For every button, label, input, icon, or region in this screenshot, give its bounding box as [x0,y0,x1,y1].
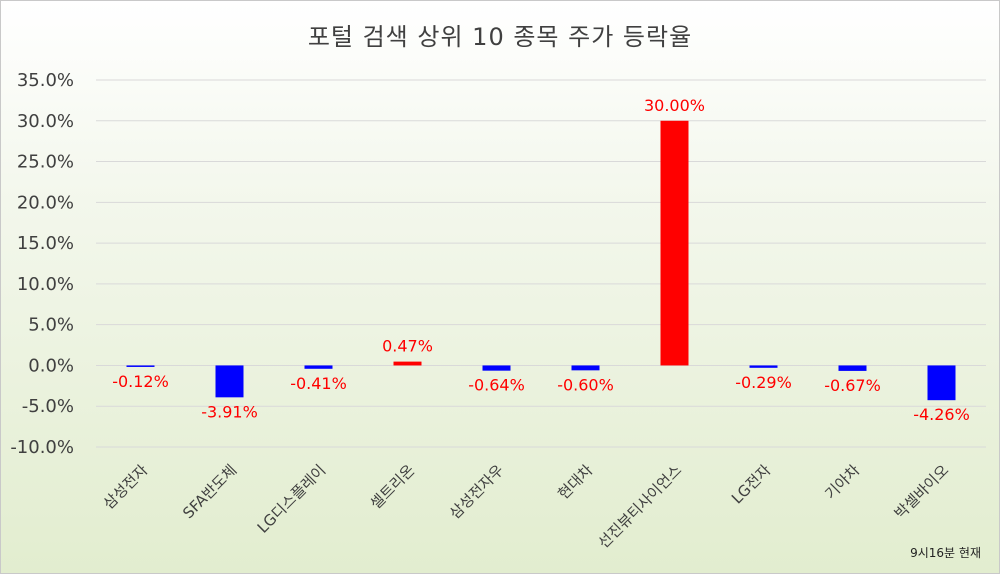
bar [304,365,333,369]
x-tick-label: 셀트리온 [367,461,419,513]
data-label: -0.29% [735,373,792,392]
y-tick-label: 15.0% [17,233,74,254]
data-label: -0.41% [290,374,347,393]
x-tick-label: 삼성전자우 [446,461,508,523]
bar [927,365,956,401]
y-tick-label: 5.0% [28,315,74,336]
bar [571,365,600,371]
data-label: -0.67% [824,376,881,395]
data-label: -3.91% [201,402,258,421]
x-tick-label: 현대차 [554,461,596,503]
y-tick-label: 30.0% [17,111,74,132]
bar [749,365,778,368]
y-tick-label: 25.0% [17,152,74,173]
bar [215,365,244,398]
bar [838,365,867,371]
x-tick-label: 삼성전자 [100,461,152,513]
y-tick-label: 20.0% [17,192,74,213]
data-label: -0.64% [468,376,525,395]
x-tick-label: SFA반도체 [179,461,240,522]
x-tick-label: 선진뷰티사이언스 [595,461,686,552]
x-tick-label: 박셀바이오 [891,461,953,523]
data-label: 0.47% [382,337,433,356]
data-label: -4.26% [913,405,970,424]
x-tick-label: 기아차 [821,461,863,503]
x-tick-label: LG전자 [728,461,775,508]
data-label: -0.60% [557,375,614,394]
x-tick-label: LG디스플레이 [254,461,330,537]
y-tick-label: 0.0% [28,355,74,376]
bar [393,361,422,366]
bar [126,365,155,367]
y-tick-label: -5.0% [22,396,74,417]
data-label: -0.12% [112,372,169,391]
data-label: 30.00% [644,96,705,115]
y-tick-label: -10.0% [10,437,74,458]
timestamp-note: 9시16분 현재 [910,546,981,560]
y-tick-label: 35.0% [17,70,74,91]
y-tick-label: 10.0% [17,274,74,295]
chart-title: 포털 검색 상위 10 종목 주가 등락율 [307,23,693,51]
bar [482,365,511,371]
bar [660,120,689,366]
